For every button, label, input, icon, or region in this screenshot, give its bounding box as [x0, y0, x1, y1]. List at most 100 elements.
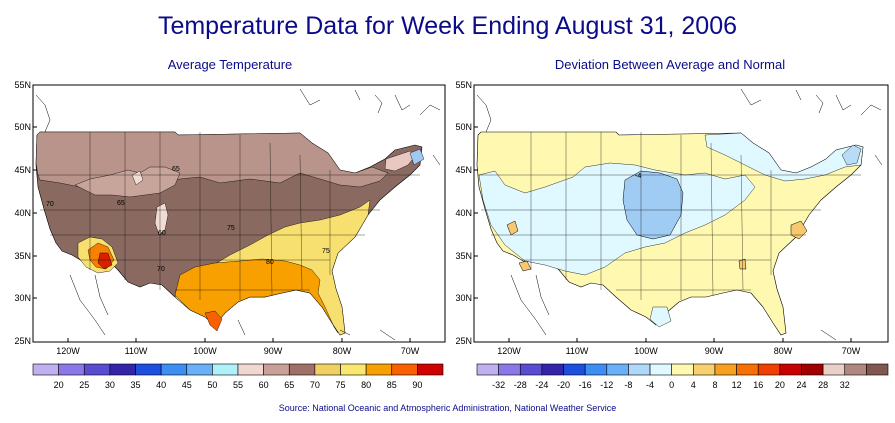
lat-label: 55N: [14, 80, 31, 90]
right-legend-label: 16: [753, 380, 763, 390]
right-legend-swatch: [541, 363, 564, 376]
left-legend-swatch: [237, 363, 264, 376]
left-temperature-map: 65 65 70 60 75 70 80 75 55N 50N 45N 40N …: [14, 80, 446, 390]
right-legend-label: -8: [624, 380, 632, 390]
right-legend-swatch: [822, 363, 846, 376]
right-legend-swatch: [866, 363, 889, 376]
right-legend-label: -12: [600, 380, 613, 390]
right-legend-swatch: [606, 363, 629, 376]
left-contour-label: 60: [158, 230, 166, 237]
left-legend-label: 90: [412, 380, 422, 390]
lat-label: 30N: [455, 293, 472, 303]
left-contour-label: 75: [227, 225, 235, 232]
left-legend-label: 65: [284, 380, 294, 390]
left-legend-label: 35: [130, 380, 140, 390]
right-legend-swatch: [649, 363, 672, 376]
right-legend-swatch: [801, 363, 824, 376]
left-legend-label: 40: [156, 380, 166, 390]
right-legend-swatch: [714, 363, 737, 376]
lat-label: 45N: [455, 165, 472, 175]
left-legend-label: 25: [79, 380, 89, 390]
lon-label: 90W: [264, 346, 283, 356]
left-legend-swatch: [391, 363, 418, 376]
right-legend-swatch: [693, 363, 716, 376]
left-legend-swatch: [58, 363, 85, 376]
right-state-borders: [478, 132, 861, 300]
right-legend-label: 28: [818, 380, 828, 390]
right-region-minus4: [622, 170, 684, 240]
left-legend-swatch: [365, 363, 393, 376]
left-cool-spot: [154, 202, 169, 236]
left-legend-label: 45: [182, 380, 192, 390]
left-other-coastlines: [35, 88, 441, 341]
right-legend-label: 12: [732, 380, 742, 390]
left-map-title: Average Temperature: [167, 57, 293, 72]
right-legend-label: 0: [669, 380, 674, 390]
right-legend-label: -24: [535, 380, 548, 390]
left-legend-swatch: [32, 363, 59, 376]
lat-label: 25N: [455, 336, 472, 346]
left-state-borders: [37, 132, 420, 300]
left-legend-label: 85: [387, 380, 397, 390]
lon-label: 80W: [333, 346, 352, 356]
lat-label: 45N: [14, 165, 31, 175]
lat-label: 25N: [14, 336, 31, 346]
lon-label: 70W: [401, 346, 420, 356]
left-contour-label: 70: [157, 266, 165, 273]
right-legend-swatch: [736, 363, 759, 376]
lat-label: 50N: [455, 122, 472, 132]
lat-label: 40N: [14, 208, 31, 218]
lat-label: 30N: [14, 293, 31, 303]
left-legend-label: 70: [310, 380, 320, 390]
left-contour-label: 65: [117, 200, 125, 207]
right-legend-label: 8: [712, 380, 717, 390]
lat-label: 35N: [455, 251, 472, 261]
left-legend-swatch: [212, 363, 239, 376]
lon-label: 120W: [497, 346, 521, 356]
left-legend-swatch: [135, 363, 162, 376]
page-title: Temperature Data for Week Ending August …: [157, 12, 738, 40]
right-legend-swatch: [844, 363, 867, 376]
right-legend-label: 24: [796, 380, 806, 390]
right-legend-swatch: [519, 363, 543, 376]
lon-label: 90W: [705, 346, 724, 356]
right-legend-label: 32: [840, 380, 850, 390]
left-legend-label: 55: [233, 380, 243, 390]
lat-label: 55N: [455, 80, 472, 90]
right-legend-swatch: [779, 363, 802, 376]
left-contour-label: 70: [46, 201, 54, 208]
left-legend-label: 80: [361, 380, 371, 390]
left-legend-swatch: [263, 363, 290, 376]
right-legend-swatch: [498, 363, 521, 376]
left-legend-swatch: [340, 363, 367, 376]
right-legend-swatch: [671, 363, 694, 376]
lon-label: 70W: [842, 346, 861, 356]
lat-label: 50N: [14, 122, 31, 132]
right-legend-label: -4: [646, 380, 654, 390]
left-legend: 20 25 30 35 40 45 50 55 60 65 70 75 80 85 90: [32, 363, 444, 390]
left-legend-swatch: [109, 363, 136, 376]
right-legend-swatch: [563, 363, 586, 376]
left-region-60: [74, 166, 181, 198]
right-legend-swatch: [757, 363, 781, 376]
right-map-title: Deviation Between Average and Normal: [554, 57, 786, 72]
lon-label: 110W: [125, 346, 148, 356]
right-legend-label: -32: [492, 380, 505, 390]
right-legend-label: 20: [775, 380, 785, 390]
right-contour-label: -4: [635, 173, 641, 180]
left-legend-label: 50: [207, 380, 217, 390]
lon-label: 80W: [774, 346, 793, 356]
lon-label: 110W: [566, 346, 589, 356]
left-contour-label: 75: [322, 248, 330, 255]
left-contour-label: 65: [172, 166, 180, 173]
left-legend-swatch: [417, 363, 444, 376]
left-legend-label: 30: [105, 380, 115, 390]
left-contour-label: 80: [266, 259, 274, 266]
lon-label: 120W: [56, 346, 80, 356]
left-legend-swatch: [288, 363, 316, 376]
left-legend-swatch: [186, 363, 213, 376]
lat-label: 40N: [455, 208, 472, 218]
right-region-cool: [478, 162, 756, 276]
right-legend-label: 4: [691, 380, 696, 390]
left-region-sw-90: [97, 252, 113, 270]
